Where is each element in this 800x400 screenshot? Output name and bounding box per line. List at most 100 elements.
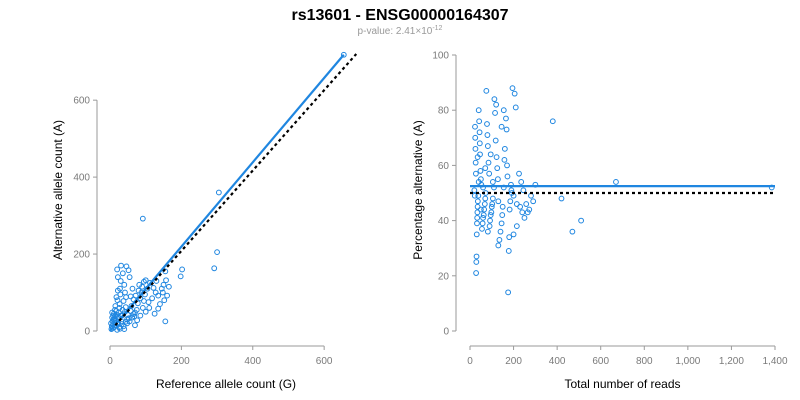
data-point [505, 289, 512, 296]
data-point [476, 118, 483, 125]
data-point [127, 293, 134, 300]
data-point [487, 212, 494, 218]
data-point [473, 259, 480, 265]
x-axis-label: Total number of reads [564, 377, 680, 391]
data-point [155, 305, 162, 312]
data-point [480, 214, 486, 221]
data-point [486, 170, 493, 177]
data-point [507, 198, 514, 205]
data-point [130, 311, 137, 317]
x-tick-label: 0 [107, 356, 113, 367]
data-point [482, 195, 489, 202]
data-point [494, 165, 501, 172]
data-point [481, 206, 488, 213]
data-point [158, 285, 165, 292]
data-point [151, 310, 158, 317]
data-point [520, 187, 527, 194]
data-point [177, 273, 184, 280]
data-point [120, 298, 127, 304]
data-point [504, 173, 511, 180]
data-point [122, 318, 129, 325]
left-scatter-panel: 0 200 400 600 0 200 400 600 Reference allele cou… [51, 51, 358, 391]
data-point [613, 179, 619, 185]
x-tick-label: 200 [505, 356, 522, 367]
data-point [473, 253, 480, 260]
data-point [499, 212, 506, 218]
data-point [484, 228, 491, 235]
data-point [484, 143, 491, 149]
data-point [473, 270, 480, 276]
pvalue-text: p-value: 2.41×10 [358, 26, 433, 37]
data-point [475, 179, 482, 185]
data-point [118, 262, 124, 269]
x-tick-label: 600 [592, 356, 609, 367]
data-point [146, 305, 153, 311]
data-point [569, 228, 576, 235]
y-tick-label: 200 [73, 250, 90, 261]
data-point [211, 265, 218, 272]
data-point [476, 129, 483, 136]
data-point [473, 231, 480, 238]
data-point [134, 300, 141, 307]
data-point [472, 159, 479, 166]
data-point [179, 266, 185, 273]
data-point [487, 217, 493, 224]
data-point [472, 145, 479, 152]
data-point [495, 198, 502, 205]
data-point [137, 312, 144, 319]
data-point [491, 96, 498, 103]
data-point [114, 287, 121, 294]
data-point [495, 242, 502, 249]
data-point [161, 297, 168, 304]
data-point [503, 115, 509, 122]
data-point [510, 231, 517, 238]
data-point [497, 228, 504, 235]
data-point [496, 237, 503, 243]
data-point [493, 154, 500, 161]
data-point [499, 203, 506, 210]
data-point [114, 274, 121, 281]
data-point [122, 289, 128, 296]
data-point [486, 223, 493, 230]
data-point [518, 179, 525, 185]
data-point [506, 234, 513, 241]
data-point [136, 281, 143, 288]
data-point [484, 132, 491, 138]
data-point [162, 318, 169, 325]
data-point [516, 170, 522, 177]
data-point [501, 145, 508, 152]
data-point [485, 159, 492, 166]
data-point [479, 225, 485, 232]
data-point [215, 189, 222, 196]
data-point [506, 206, 513, 213]
data-point [549, 118, 556, 125]
data-point [474, 209, 481, 216]
data-point [132, 322, 138, 329]
x-tick-label: 1,400 [762, 356, 787, 367]
data-point [471, 187, 478, 194]
data-point [126, 315, 132, 322]
data-point [472, 134, 479, 141]
data-point [126, 274, 133, 281]
data-point [121, 281, 128, 288]
data-point [340, 51, 347, 58]
data-point [509, 85, 516, 92]
x-tick-label: 400 [244, 356, 261, 367]
data-point [513, 201, 520, 207]
data-point [135, 287, 142, 294]
data-point [142, 308, 149, 315]
data-point [523, 201, 530, 207]
y-tick-label: 40 [438, 216, 450, 227]
data-point [513, 223, 520, 230]
data-point [472, 170, 479, 177]
data-point [474, 220, 480, 227]
data-point [139, 305, 146, 311]
data-point [165, 283, 172, 290]
data-point [558, 195, 565, 202]
data-point [159, 289, 166, 296]
data-point [112, 303, 119, 309]
data-point [474, 214, 481, 221]
data-point [152, 289, 159, 296]
data-point [139, 215, 146, 222]
